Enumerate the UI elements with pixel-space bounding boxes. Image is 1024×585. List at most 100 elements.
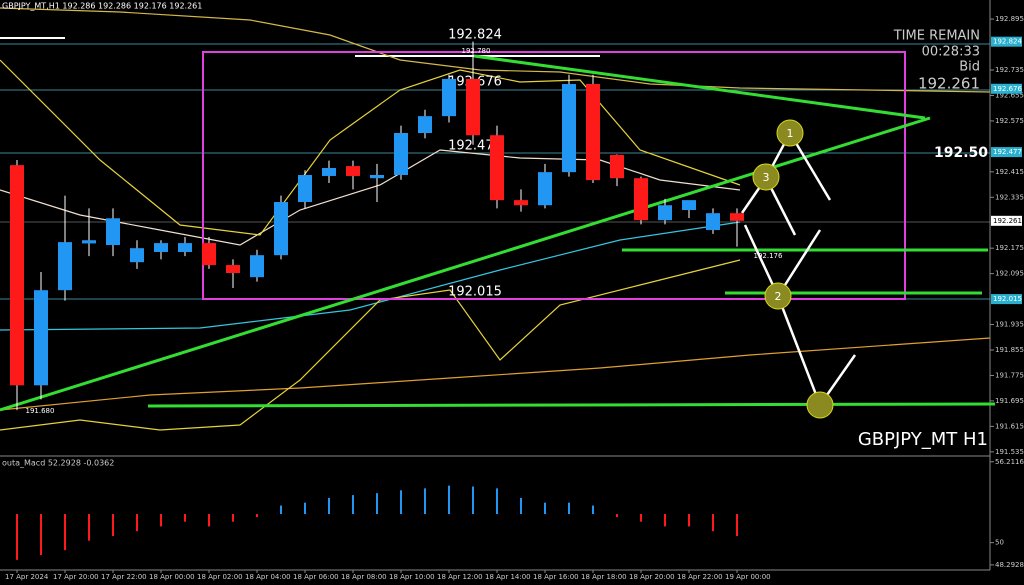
support-line [147, 402, 996, 408]
x-tick-label: 18 Apr 18:00 [581, 573, 627, 581]
macd-tick-label: 56.2116 [995, 458, 1024, 466]
y-tick-label: 191.855 [995, 346, 1024, 354]
x-tick-label: 18 Apr 06:00 [293, 573, 339, 581]
trend-line [0, 116, 931, 412]
candle-body [178, 243, 192, 252]
y-tick-label: 191.695 [995, 397, 1024, 405]
x-tick-label: 18 Apr 22:00 [677, 573, 723, 581]
trend-line [473, 54, 926, 120]
price-annotation: 192.780 [462, 47, 491, 55]
y-tick-label: 192.575 [995, 117, 1024, 125]
x-tick-label: 18 Apr 14:00 [485, 573, 531, 581]
ma-line [0, 221, 741, 331]
y-tick-label: 192.895 [995, 15, 1024, 23]
candle-body [322, 168, 336, 176]
candle-body [562, 84, 576, 173]
level-label: 192.50 [934, 145, 988, 161]
candle-body [226, 265, 240, 273]
candle-body [442, 78, 456, 117]
price-annotation: 191.680 [26, 407, 55, 415]
wave-label: 1 [787, 127, 794, 140]
y-tick-label: 192.655 [995, 91, 1024, 99]
x-tick-label: 18 Apr 16:00 [533, 573, 579, 581]
price-tag [991, 36, 1022, 47]
price-annotation: 192.824 [448, 28, 502, 43]
wave-marker [806, 391, 834, 419]
x-tick-label: 18 Apr 02:00 [197, 573, 243, 581]
candle-body [658, 205, 672, 221]
candle-body [586, 84, 600, 181]
candle-body [514, 200, 528, 206]
candle-body [10, 165, 24, 386]
y-tick-label: 191.935 [995, 321, 1024, 329]
watermark: GBPJPY_MT H1 [858, 429, 988, 450]
y-tick-label: 192.335 [995, 193, 1024, 201]
candle-body [634, 178, 648, 221]
candle-body [346, 166, 360, 176]
candle-body [34, 290, 48, 386]
candle-body [274, 202, 288, 256]
candle-body [730, 213, 744, 221]
wave-marker [752, 163, 780, 191]
candle-body [202, 243, 216, 266]
candle-body [682, 200, 696, 210]
y-tick-label: 191.775 [995, 371, 1024, 379]
candle-body [130, 248, 144, 263]
y-tick-label: 191.535 [995, 448, 1024, 456]
x-tick-label: 18 Apr 08:00 [341, 573, 387, 581]
x-tick-label: 19 Apr 00:00 [725, 573, 771, 581]
candle-body [58, 242, 72, 291]
price-tag [991, 294, 1022, 305]
x-tick-label: 18 Apr 00:00 [149, 573, 195, 581]
price-tag-label: 192.676 [993, 85, 1022, 93]
price-tag [991, 147, 1022, 158]
x-tick-label: 18 Apr 12:00 [437, 573, 483, 581]
x-tick-label: 18 Apr 04:00 [245, 573, 291, 581]
time-remain-label: TIME REMAIN [893, 29, 980, 44]
wave-label: 3 [763, 171, 770, 184]
candle-body [706, 213, 720, 231]
price-tag-label: 192.477 [993, 148, 1022, 156]
price-tag-label: 192.015 [993, 295, 1022, 303]
x-tick-label: 18 Apr 10:00 [389, 573, 435, 581]
y-tick-label: 192.735 [995, 66, 1024, 74]
candle-body [418, 116, 432, 133]
header: GBPJPY_MT,H1 192.286 192.286 192.176 192… [2, 2, 202, 11]
macd-tick-label: 48.2928 [995, 561, 1024, 569]
candle-body [370, 175, 384, 179]
candle-body [250, 255, 264, 278]
range-box [202, 51, 906, 300]
candle-body [466, 78, 480, 136]
x-tick-label: 17 Apr 2024 [5, 573, 49, 581]
price-tag [991, 83, 1022, 94]
price-annotation: 192.477 [448, 139, 502, 154]
macd-tick-label: 50 [995, 539, 1004, 547]
candle-body [490, 135, 504, 201]
price-tag-label: 192.261 [993, 217, 1022, 225]
candle-body [82, 240, 96, 244]
price-annotation: 192.015 [448, 285, 502, 300]
time-remain: 00:28:33 [922, 45, 980, 60]
wave-marker [776, 119, 804, 147]
y-tick-label: 192.175 [995, 244, 1024, 252]
price-tag [991, 215, 1022, 226]
x-tick-label: 17 Apr 20:00 [53, 573, 99, 581]
price-annotation: 192.176 [754, 252, 783, 260]
wave-marker [764, 282, 792, 310]
wave-label: 2 [775, 290, 782, 303]
candle-body [610, 154, 624, 179]
x-tick-label: 18 Apr 20:00 [629, 573, 675, 581]
candle-body [106, 218, 120, 245]
candle-body [298, 175, 312, 203]
macd-label: outa_Macd 52.2928 -0.0362 [2, 459, 114, 468]
candle-body [538, 172, 552, 206]
bid-label: Bid [959, 60, 980, 75]
candle-body [394, 133, 408, 175]
x-tick-label: 17 Apr 22:00 [101, 573, 147, 581]
y-tick-label: 191.615 [995, 422, 1024, 430]
price-tag-label: 192.824 [993, 38, 1022, 46]
y-tick-label: 192.095 [995, 270, 1024, 278]
y-tick-label: 192.415 [995, 168, 1024, 176]
